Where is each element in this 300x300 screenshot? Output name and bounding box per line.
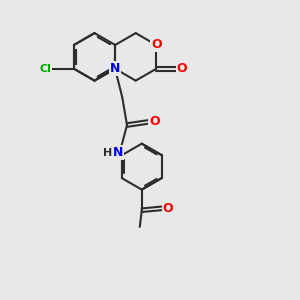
Text: N: N: [110, 62, 120, 75]
Text: O: O: [163, 202, 173, 215]
Text: O: O: [177, 62, 188, 75]
Text: H: H: [103, 148, 112, 158]
Text: O: O: [151, 38, 162, 52]
Text: O: O: [149, 116, 160, 128]
Text: N: N: [113, 146, 123, 159]
Text: Cl: Cl: [39, 64, 51, 74]
